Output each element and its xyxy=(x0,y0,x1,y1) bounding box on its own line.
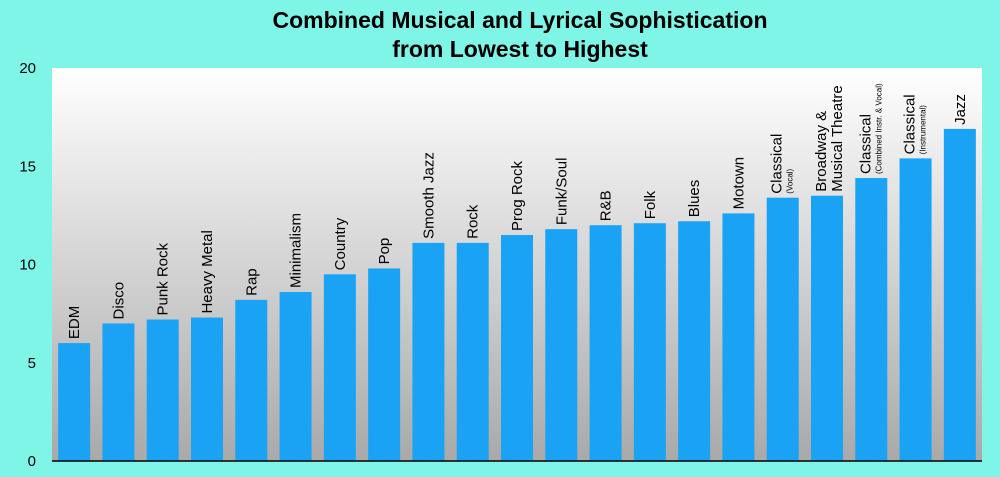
bar xyxy=(412,242,445,461)
bar-labels-group: EDM Disco Punk Rock Heavy Metal Rap Minimalis… xyxy=(66,83,969,339)
bar-label-text: Disco xyxy=(110,282,127,320)
bar-label: Broadway & Musical Theatre xyxy=(813,85,846,191)
bar-label-text: Jazz xyxy=(952,94,969,125)
bar-label-text: Classical xyxy=(769,134,786,194)
bar-label-text: Prog Rock xyxy=(509,160,526,231)
y-tick-label: 0 xyxy=(28,453,36,470)
chart-subtitle: from Lowest to Highest xyxy=(392,36,648,62)
y-axis: 0 5 10 15 20 xyxy=(19,60,36,470)
bar-label: Jazz xyxy=(952,94,969,125)
bar xyxy=(633,223,666,461)
bar-label-text: Country xyxy=(332,217,349,270)
bar-label-text: Broadway & xyxy=(813,111,830,192)
bar-label-subtext: (Instrumental) xyxy=(919,105,928,155)
bar-label-text: Minimalism xyxy=(288,213,305,288)
bar xyxy=(545,229,578,461)
bar xyxy=(501,235,533,461)
bar-label-subtext: (Combined Instr. & Vocal) xyxy=(874,83,883,174)
bar xyxy=(589,225,622,461)
bar-label-text: Folk xyxy=(642,190,659,219)
bar xyxy=(146,319,179,461)
bar-label: Blues xyxy=(686,180,703,218)
bar-label: Classical (Instrumental) xyxy=(902,94,928,154)
bar-label-text: Pop xyxy=(376,238,393,265)
bar-label: Smooth Jazz xyxy=(420,152,437,239)
bar xyxy=(678,221,711,461)
bar-label: Folk xyxy=(642,190,659,219)
bar-label-text: Smooth Jazz xyxy=(420,152,437,239)
bar xyxy=(943,128,976,462)
bar-label-text: Classical xyxy=(902,94,919,154)
bar xyxy=(811,195,843,461)
y-tick-label: 20 xyxy=(19,60,36,77)
bar-label-text: EDM xyxy=(66,306,83,339)
bar xyxy=(899,158,932,461)
bar-label: R&B xyxy=(598,190,615,221)
bar-label-text: Heavy Metal xyxy=(199,230,216,313)
bar xyxy=(368,268,401,461)
bar-label-text-line2: Musical Theatre xyxy=(829,85,846,191)
bar-label-text: Classical xyxy=(857,114,874,174)
chart-title: Combined Musical and Lyrical Sophisticat… xyxy=(272,7,767,33)
bar-label-text: Motown xyxy=(730,157,747,210)
bar-label: Punk Rock xyxy=(155,242,172,315)
y-tick-label: 10 xyxy=(19,257,36,274)
bar xyxy=(191,317,223,461)
bar-label: Pop xyxy=(376,238,393,265)
bar-label: Disco xyxy=(110,282,127,320)
bar xyxy=(323,274,356,461)
bar xyxy=(102,323,135,461)
bar-label: Motown xyxy=(730,157,747,210)
bar-label: Heavy Metal xyxy=(199,230,216,313)
bars-group xyxy=(58,128,976,462)
bar xyxy=(456,242,489,461)
bar-label: Classical (Vocal) xyxy=(769,134,795,194)
bar-label-text: R&B xyxy=(598,190,615,221)
bar-label: Rap xyxy=(243,268,260,296)
bar-label-text: Funk/Soul xyxy=(553,158,570,226)
bar xyxy=(279,292,312,461)
y-tick-label: 15 xyxy=(19,158,36,175)
bar-label-subtext: (Vocal) xyxy=(786,168,795,193)
bar-label: EDM xyxy=(66,306,83,339)
bar-label: Rock xyxy=(465,204,482,239)
bar xyxy=(722,213,755,461)
bar-label: Prog Rock xyxy=(509,160,526,231)
bar xyxy=(855,178,888,462)
bar-label: Country xyxy=(332,217,349,270)
bar-label: Classical (Combined Instr. & Vocal) xyxy=(857,83,883,174)
y-tick-label: 5 xyxy=(28,355,36,372)
bar-label-text: Punk Rock xyxy=(155,242,172,315)
bar-label: Funk/Soul xyxy=(553,158,570,226)
bar-label: Minimalism xyxy=(288,213,305,288)
bar xyxy=(235,299,268,461)
bar xyxy=(766,197,799,461)
bar-label-text: Blues xyxy=(686,180,703,218)
bar-label-text: Rap xyxy=(243,268,260,296)
bar-label-text: Rock xyxy=(465,204,482,239)
bar xyxy=(58,343,91,461)
